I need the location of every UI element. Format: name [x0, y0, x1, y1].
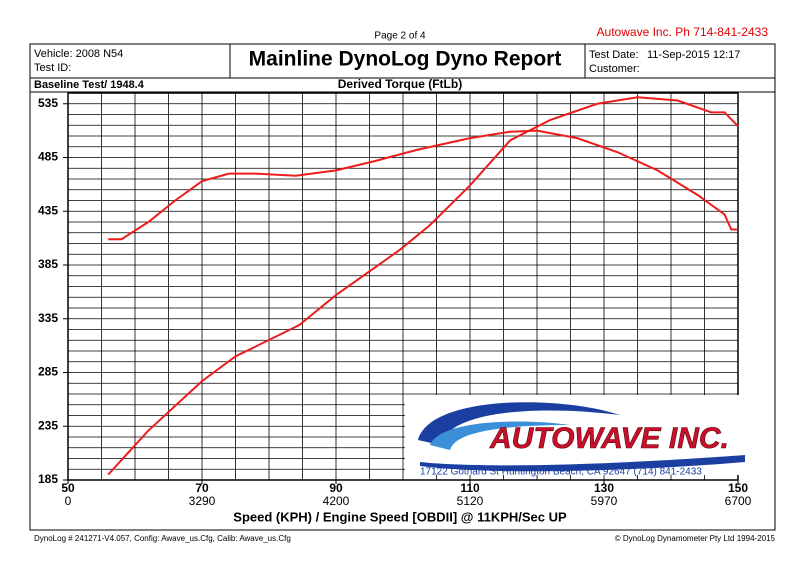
test-id: Test ID: — [34, 62, 71, 74]
test-date: 11-Sep-2015 12:17 — [647, 49, 740, 61]
chart-title: Mainline DynoLog Dyno Report — [249, 48, 562, 71]
rpm-tick-label: 6700 — [725, 494, 752, 508]
torque-line — [108, 129, 738, 241]
rpm-tick-label: 5970 — [591, 494, 618, 508]
baseline: Baseline Test/ 1948.4 — [34, 79, 145, 91]
test-date-label: Test Date: — [589, 49, 639, 61]
logo-address: 17122 Gothard St Huntington Beach, CA 92… — [420, 467, 702, 478]
vehicle: Vehicle: 2008 N54 — [34, 48, 123, 60]
logo-swoosh — [430, 421, 570, 450]
y-tick-label: 385 — [38, 257, 58, 271]
rpm-tick-label: 3290 — [189, 494, 216, 508]
page-border — [29, 43, 776, 531]
plot-border — [67, 92, 739, 481]
logo-swoosh — [418, 402, 620, 445]
rpm-tick-label: 0 — [65, 494, 72, 508]
x-axis-label: Speed (KPH) / Engine Speed [OBDII] @ 11K… — [233, 509, 567, 524]
logo: AUTOWAVE INC. 17122 Gothard St Huntingto… — [405, 395, 750, 478]
footer-right: © DynoLog Dynamometer Pty Ltd 1994-2015 — [615, 534, 776, 543]
y-tick-label: 535 — [38, 96, 58, 110]
x-tick-label: 130 — [594, 481, 614, 495]
torque-line — [107, 96, 739, 476]
x-tick-label: 70 — [195, 481, 209, 495]
y-tick-label: 335 — [38, 311, 58, 325]
page-number: Page 2 of 4 — [374, 31, 426, 42]
y-tick-label: 485 — [38, 150, 58, 164]
y-tick-label: 285 — [38, 365, 58, 379]
footer-left: DynoLog # 241271-V4.057, Config: Awave_u… — [34, 534, 291, 543]
logo-name: AUTOWAVE INC. — [489, 422, 729, 455]
x-tick-label: 150 — [728, 481, 748, 495]
logo-swoosh — [420, 455, 745, 472]
y-tick-label: 185 — [38, 472, 58, 486]
rpm-tick-label: 5120 — [457, 494, 484, 508]
y-tick-label: 235 — [38, 418, 58, 432]
x-tick-label: 90 — [329, 481, 343, 495]
rpm-tick-label: 4200 — [323, 494, 350, 508]
y-tick-label: 435 — [38, 203, 58, 217]
x-tick-label: 50 — [61, 481, 75, 495]
x-tick-label: 110 — [460, 481, 480, 495]
chart-subtitle: Derived Torque (FtLb) — [338, 77, 462, 91]
customer: Customer: — [589, 63, 640, 75]
company: Autowave Inc. Ph 714-841-2433 — [597, 25, 769, 39]
